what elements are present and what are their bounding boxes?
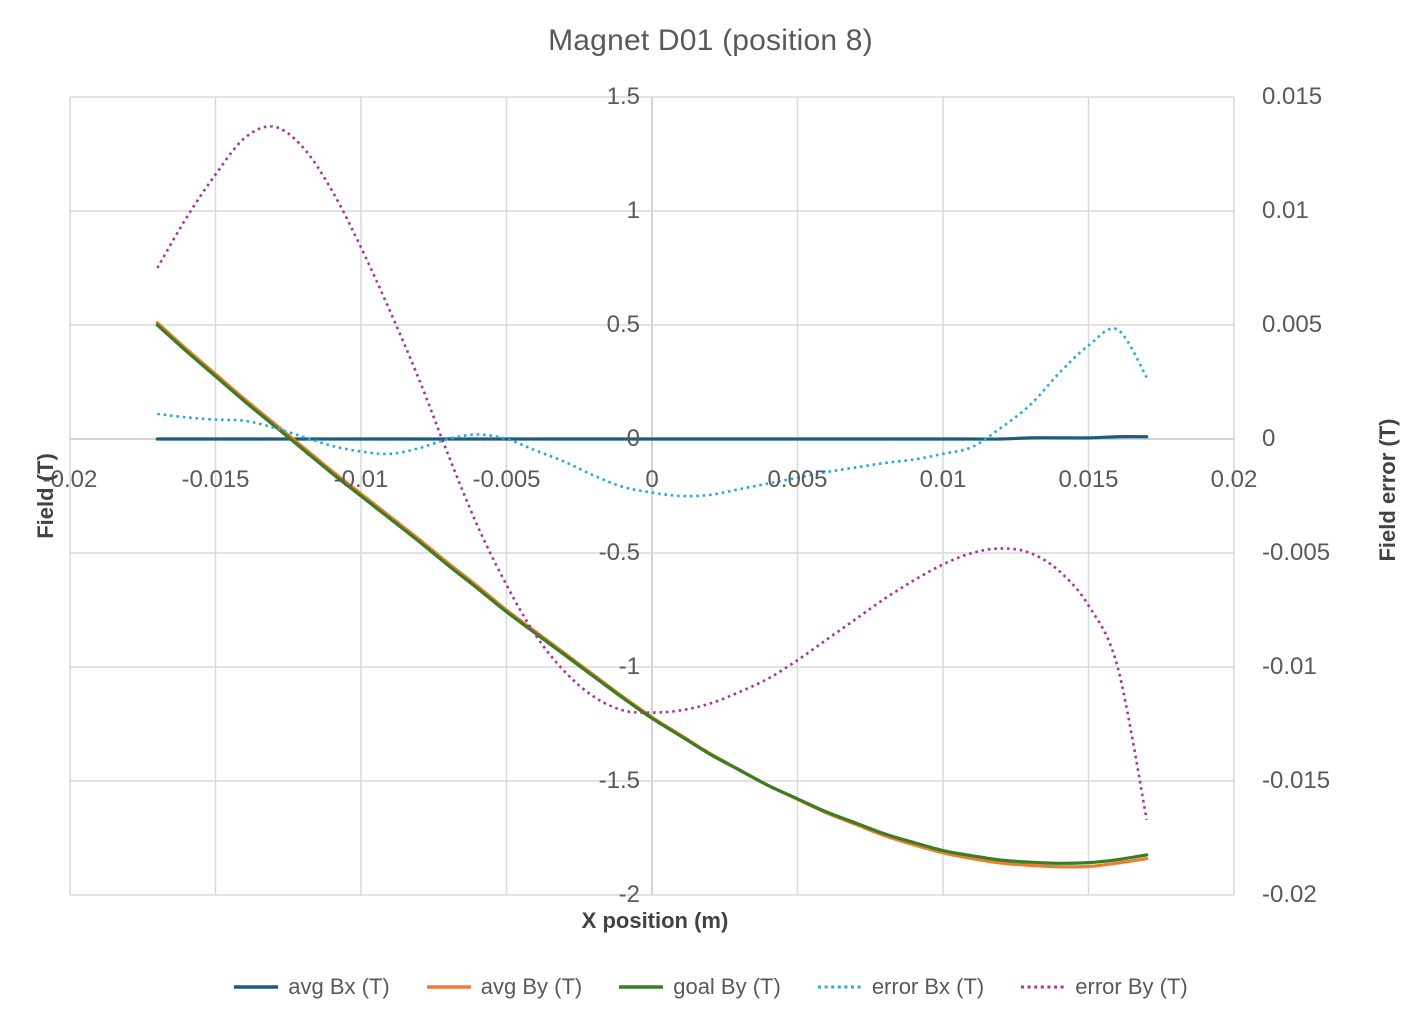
series-goal-by-t[interactable]	[155, 323, 1149, 865]
tick-label: -2	[618, 881, 640, 908]
solid-line-swatch-icon	[426, 985, 471, 989]
solid-line-swatch-icon	[234, 985, 279, 989]
dotted-line-swatch-icon	[817, 985, 862, 989]
solid-line-swatch-icon	[619, 985, 664, 989]
tick-label: 0.5	[606, 311, 640, 338]
tick-label: 0	[1262, 425, 1276, 452]
tick-label: 0.015	[1262, 83, 1323, 110]
tick-label: -0.5	[598, 539, 640, 566]
tick-label: 0.015	[1058, 466, 1119, 493]
legend-item-goal-by-t[interactable]: goal By (T)	[618, 974, 781, 1000]
tick-label: -0.015	[181, 466, 250, 493]
left-axis-title: Field (T)	[33, 453, 58, 539]
tick-label: -0.02	[1262, 881, 1317, 908]
tick-label: -0.005	[1262, 539, 1331, 566]
legend[interactable]: avg Bx (T) avg By (T) goal By (T) error Bx …	[0, 974, 1421, 1000]
dotted-line-swatch-icon	[1021, 985, 1066, 989]
tick-label: 0	[626, 425, 640, 452]
tick-label: -0.01	[1262, 653, 1317, 680]
legend-item-error-by-t[interactable]: error By (T)	[1020, 974, 1188, 1000]
tick-label: -1	[618, 653, 640, 680]
series-error-by-t[interactable]	[156, 125, 1148, 821]
tick-label: 1	[626, 197, 640, 224]
tick-label: 0	[645, 466, 659, 493]
series-error-bx-t[interactable]	[157, 327, 1148, 498]
x-axis-title: X position (m)	[581, 908, 729, 933]
tick-label: 0.005	[767, 466, 828, 493]
tick-label: -1.5	[598, 767, 640, 794]
legend-item-avg-by-t[interactable]: avg By (T)	[426, 974, 582, 1000]
legend-item-error-bx-t[interactable]: error Bx (T)	[817, 974, 984, 1000]
tick-label: -0.02	[42, 466, 98, 493]
tick-label: -0.015	[1262, 767, 1331, 794]
legend-label: avg Bx (T)	[288, 974, 390, 999]
legend-label: avg By (T)	[480, 974, 583, 999]
tick-label: 0.01	[1262, 197, 1309, 224]
right-axis-title: Field error (T)	[1375, 418, 1400, 562]
tick-label: -0.01	[333, 466, 389, 493]
legend-label: error Bx (T)	[871, 974, 985, 999]
tick-label: 1.5	[606, 83, 640, 110]
legend-label: goal By (T)	[673, 974, 781, 999]
tick-label: -0.005	[472, 466, 541, 493]
tick-label: 0.005	[1262, 311, 1323, 338]
legend-label: error By (T)	[1075, 974, 1188, 999]
tick-label: 0.02	[1210, 466, 1258, 493]
tick-label: 0.01	[919, 466, 967, 493]
series-avg-bx-t[interactable]	[155, 435, 1149, 441]
legend-item-avg-bx-t[interactable]: avg Bx (T)	[233, 974, 390, 1000]
chart-title: Magnet D01 (position 8)	[548, 24, 873, 57]
